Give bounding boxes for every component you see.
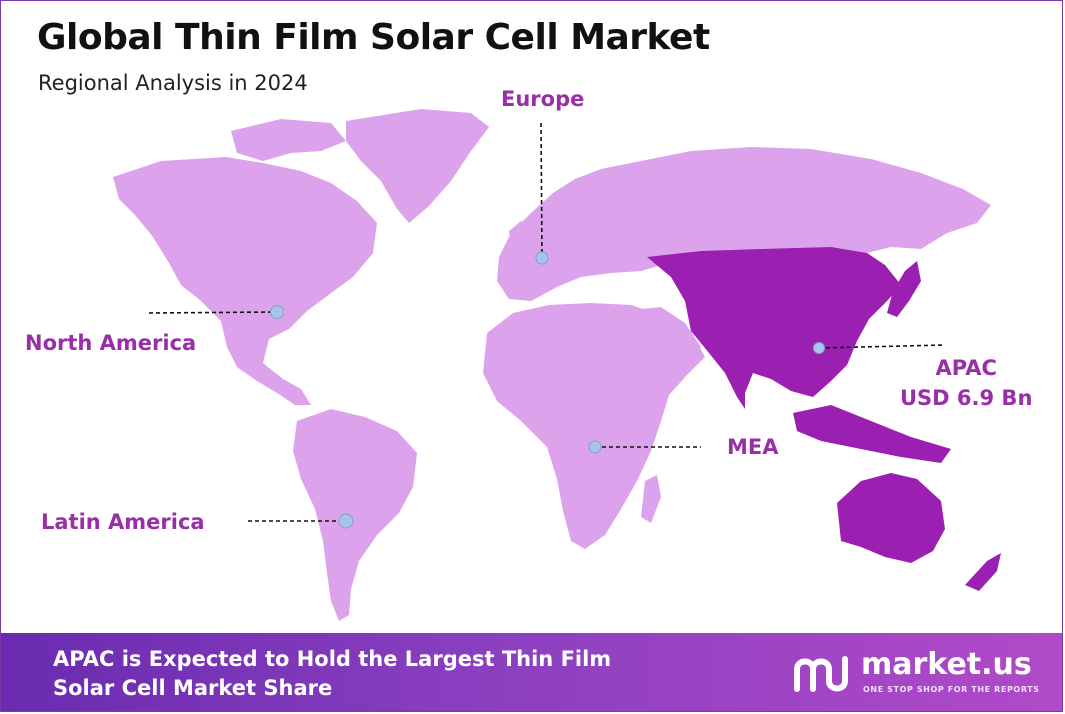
marker-latin-america	[338, 513, 354, 529]
land-arctic-islands	[231, 119, 346, 161]
land-scandinavia	[545, 171, 613, 227]
apac-value: USD 6.9 Bn	[900, 386, 1033, 410]
region-label-europe: Europe	[501, 87, 585, 111]
land-mea	[483, 303, 705, 549]
land-north-america	[113, 157, 377, 405]
marker-apac	[813, 342, 825, 354]
land-greenland	[346, 109, 489, 223]
leader-europe	[540, 122, 543, 258]
marker-mea	[588, 440, 602, 454]
land-uk	[509, 221, 529, 255]
land-arabia	[621, 307, 701, 363]
land-new-zealand	[965, 553, 1001, 591]
region-label-north-america: North America	[25, 331, 197, 355]
land-australia	[837, 473, 945, 563]
leader-apac	[818, 344, 946, 349]
marker-north-america	[270, 305, 284, 319]
land-japan	[887, 261, 921, 317]
footer-line-1: APAC is Expected to Hold the Largest Thi…	[53, 647, 612, 671]
land-sea-islands	[793, 405, 951, 463]
brand-name: market.us	[861, 647, 1032, 682]
footer-line-2: Solar Cell Market Share	[53, 676, 333, 700]
page-title: Global Thin Film Solar Cell Market	[37, 17, 710, 58]
land-madagascar	[641, 475, 661, 523]
land-latin-america	[293, 409, 417, 621]
brand-block: market.us ONE STOP SHOP FOR THE REPORTS	[791, 647, 1041, 703]
region-label-apac: APAC USD 6.9 Bn	[900, 353, 1032, 413]
brand-tagline: ONE STOP SHOP FOR THE REPORTS	[863, 685, 1040, 694]
marker-europe	[535, 251, 549, 265]
page-subtitle: Regional Analysis in 2024	[38, 71, 308, 95]
footer-banner: APAC is Expected to Hold the Largest Thi…	[1, 633, 1062, 711]
leader-north-america	[148, 311, 278, 314]
land-apac	[647, 247, 901, 409]
land-eurasia	[497, 147, 991, 301]
apac-name: APAC	[935, 356, 997, 380]
region-label-latin-america: Latin America	[41, 510, 205, 534]
region-label-mea: MEA	[727, 435, 779, 459]
market-us-logo-icon	[794, 656, 848, 692]
footer-statement: APAC is Expected to Hold the Largest Thi…	[53, 645, 693, 703]
